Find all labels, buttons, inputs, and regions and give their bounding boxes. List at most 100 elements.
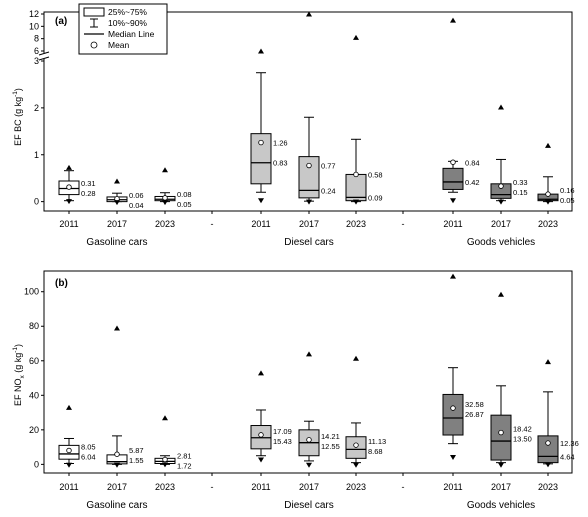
mean-marker	[306, 162, 312, 169]
axis-break-mark	[38, 56, 50, 61]
x-tick-label: 2011	[59, 482, 78, 492]
box-iqr	[345, 173, 367, 202]
y-tick-label: 20	[29, 425, 39, 435]
outlier-max-marker	[450, 273, 456, 279]
y-axis-label-sup: -1	[12, 347, 19, 353]
y-axis-label-main: EF NO	[13, 379, 23, 407]
y-tick-label: 100	[24, 287, 39, 297]
mean-value-label: 0.06	[129, 191, 144, 200]
outlier-min-marker	[66, 462, 72, 468]
x-tick-label: 2023	[346, 482, 366, 492]
outlier-min-marker	[258, 457, 264, 463]
y-tick-label: 3	[34, 56, 39, 66]
x-tick-label: 2017	[299, 219, 319, 229]
median-value-label: 0.42	[465, 178, 480, 187]
median-value-label: 8.68	[368, 447, 383, 456]
box-iqr	[298, 156, 320, 199]
mean-marker	[66, 447, 72, 454]
outlier-max-marker	[66, 404, 72, 410]
mean-value-label: 12.36	[560, 439, 579, 448]
y-axis-label-end: )	[13, 88, 23, 91]
mean-value-label: 0.58	[368, 170, 383, 179]
mean-marker	[258, 139, 264, 146]
axis-break-gap	[38, 53, 50, 59]
y-tick-label: 2	[34, 103, 39, 113]
outlier-min-marker	[258, 198, 264, 204]
outlier-max-marker	[498, 291, 504, 297]
outlier-max-marker	[545, 359, 551, 365]
y-tick-label: 8	[34, 34, 39, 44]
median-value-label: 0.04	[129, 201, 144, 210]
outlier-max-marker	[258, 48, 264, 54]
x-tick-label: -	[402, 219, 405, 229]
mean-value-label: 32.58	[465, 400, 484, 409]
outlier-min-marker	[450, 454, 456, 460]
median-value-label: 6.04	[81, 452, 96, 461]
mean-value-label: 1.26	[273, 139, 288, 148]
outlier-min-marker	[353, 462, 359, 468]
y-axis-label-mid: (g kg	[13, 353, 23, 376]
legend-iqr-swatch	[83, 7, 105, 17]
x-tick-label: 2023	[155, 482, 175, 492]
median-value-label: 13.50	[513, 435, 532, 444]
x-tick-label: 2023	[538, 219, 558, 229]
outlier-min-marker	[66, 199, 72, 205]
mean-marker	[353, 442, 359, 448]
plot-frame	[43, 11, 573, 212]
median-value-label: 1.72	[177, 462, 192, 471]
legend-label-median: Median Line	[108, 29, 155, 39]
mean-value-label: 2.81	[177, 452, 192, 461]
mean-value-label: 0.33	[513, 178, 528, 187]
outlier-min-marker	[498, 199, 504, 205]
outlier-max-marker	[353, 355, 359, 361]
legend-label-whisker: 10%~90%	[108, 18, 147, 28]
outlier-max-marker	[450, 17, 456, 23]
outlier-min-marker	[306, 462, 312, 468]
median-value-label: 0.28	[81, 189, 96, 198]
median-value-label: 0.05	[177, 200, 192, 209]
group-label: Diesel cars	[284, 237, 333, 248]
mean-marker	[162, 195, 168, 201]
y-tick-label: 0	[34, 459, 39, 469]
outlier-max-marker	[258, 370, 264, 376]
x-tick-label: 2011	[251, 482, 270, 492]
outlier-max-marker	[498, 104, 504, 110]
legend-label-iqr: 25%~75%	[108, 7, 147, 17]
median-value-label: 0.24	[321, 186, 336, 195]
y-tick-label: 0	[34, 197, 39, 207]
panel-b-nox: 2011 2017 2023 - 2011 2017 2023 - 2011 2017 2023 Ga…	[12, 270, 579, 511]
y-tick-label: 6	[34, 46, 39, 56]
mean-value-label: 0.08	[177, 190, 192, 199]
x-tick-label: 2017	[491, 482, 511, 492]
y-tick-label: 40	[29, 390, 39, 400]
mean-marker	[66, 184, 72, 190]
y-tick-label: 12	[29, 9, 39, 19]
x-tick-label: 2011	[251, 219, 270, 229]
box-iqr	[250, 133, 272, 185]
mean-value-label: 0.16	[560, 186, 575, 195]
outlier-max-marker	[114, 178, 120, 184]
mean-marker	[498, 183, 504, 189]
mean-marker	[450, 405, 456, 411]
outlier-max-marker	[162, 415, 168, 421]
y-tick-label: 80	[29, 321, 39, 331]
median-value-label: 0.05	[560, 196, 575, 205]
y-tick-label: 60	[29, 356, 39, 366]
group-label: Gasoline cars	[86, 237, 147, 248]
box-iqr	[490, 414, 512, 461]
group-label: Diesel cars	[284, 500, 333, 511]
mean-marker	[450, 159, 456, 165]
x-tick-label: 2011	[443, 219, 462, 229]
outlier-min-marker	[545, 462, 551, 468]
legend-mean-swatch	[90, 41, 98, 49]
plot-frame	[43, 270, 573, 474]
group-label: Goods vehicles	[467, 237, 535, 248]
median-value-label: 12.55	[321, 442, 340, 451]
median-value-label: 4.64	[560, 452, 575, 461]
outlier-min-marker	[498, 462, 504, 468]
axis-break-mark	[38, 51, 50, 56]
outlier-max-marker	[66, 164, 72, 170]
median-value-label: 0.09	[368, 193, 383, 202]
